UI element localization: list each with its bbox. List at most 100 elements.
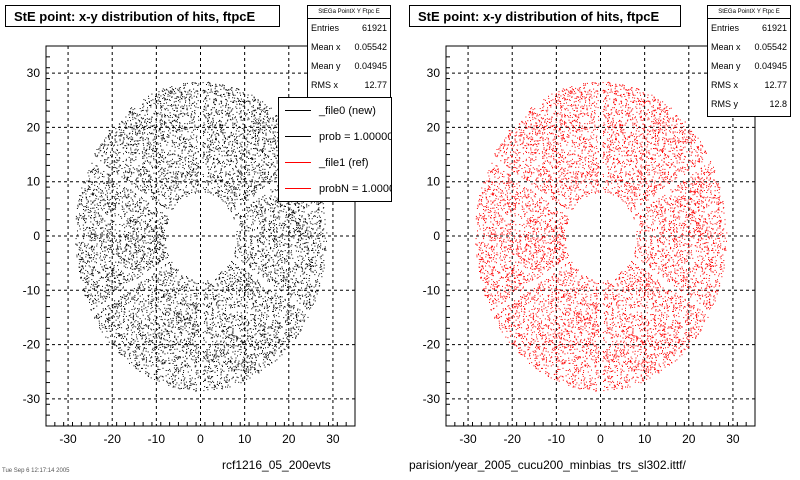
data-point	[263, 241, 265, 243]
data-point	[257, 144, 259, 146]
data-point	[219, 278, 221, 280]
data-point	[75, 215, 77, 217]
data-point	[158, 308, 160, 310]
data-point	[254, 173, 255, 175]
data-point	[100, 145, 102, 146]
data-point	[312, 243, 314, 244]
data-point	[297, 320, 299, 321]
data-point	[157, 360, 159, 362]
data-point	[233, 370, 235, 372]
data-point	[264, 194, 266, 196]
data-point	[179, 279, 181, 281]
data-point	[255, 265, 257, 267]
data-point	[306, 222, 308, 224]
data-point	[280, 250, 282, 252]
data-point	[300, 281, 302, 283]
data-point	[118, 273, 120, 275]
data-point	[205, 97, 206, 99]
data-point	[104, 220, 106, 222]
data-point	[138, 334, 140, 335]
data-point	[301, 294, 303, 296]
data-point	[247, 195, 249, 197]
data-point	[86, 275, 88, 277]
data-point	[287, 313, 289, 315]
data-point	[246, 113, 248, 115]
data-point	[92, 193, 93, 195]
data-point	[231, 332, 233, 334]
data-point	[155, 361, 157, 363]
data-point	[87, 260, 89, 262]
data-point	[177, 104, 179, 106]
data-point	[159, 202, 160, 204]
data-point	[135, 368, 137, 370]
data-point	[150, 155, 152, 157]
data-point	[95, 189, 97, 190]
data-point	[125, 196, 127, 198]
data-point	[179, 303, 181, 305]
data-point	[156, 297, 157, 299]
data-point	[232, 118, 234, 120]
data-point	[270, 131, 271, 133]
data-point	[103, 143, 105, 145]
data-point	[297, 308, 299, 310]
data-point	[115, 271, 117, 273]
data-point	[217, 114, 219, 115]
data-point	[231, 296, 233, 298]
data-point	[113, 275, 115, 277]
data-point	[149, 132, 150, 134]
data-point	[139, 287, 141, 288]
data-point	[192, 324, 194, 326]
data-point	[261, 314, 263, 315]
data-point	[154, 136, 156, 138]
data-point	[214, 165, 216, 167]
data-point	[270, 248, 272, 249]
data-point	[227, 345, 229, 347]
data-point	[209, 351, 211, 353]
data-point	[223, 333, 225, 335]
data-point	[246, 301, 248, 303]
data-point	[170, 318, 172, 320]
data-point	[310, 267, 312, 269]
data-point	[135, 140, 137, 142]
data-point	[157, 96, 159, 98]
data-point	[287, 216, 289, 218]
data-point	[230, 361, 232, 363]
data-point	[262, 353, 264, 355]
data-point	[160, 244, 162, 246]
data-point	[264, 328, 265, 330]
data-point	[262, 243, 264, 245]
data-point	[141, 245, 143, 247]
data-point	[147, 261, 149, 263]
data-point	[152, 300, 154, 301]
data-point	[126, 244, 128, 246]
data-point	[132, 339, 134, 341]
data-point	[235, 119, 237, 121]
data-point	[87, 284, 89, 286]
data-point	[164, 285, 166, 287]
data-point	[181, 174, 183, 176]
data-point	[210, 85, 212, 87]
data-point	[178, 137, 180, 139]
data-point	[284, 258, 285, 259]
data-point	[233, 270, 235, 271]
data-point	[119, 135, 121, 137]
data-point	[114, 139, 116, 141]
data-point	[272, 320, 274, 322]
data-point	[114, 342, 116, 344]
data-point	[136, 261, 138, 263]
data-point	[180, 94, 182, 96]
data-point	[294, 245, 296, 247]
data-point	[270, 195, 272, 197]
data-point	[213, 100, 215, 102]
data-point	[261, 213, 263, 215]
data-point	[235, 158, 237, 160]
data-point	[131, 217, 133, 218]
data-point	[133, 290, 135, 292]
data-point	[276, 280, 278, 282]
data-point	[154, 315, 156, 317]
data-point	[92, 223, 94, 225]
data-point	[170, 122, 172, 124]
data-point	[198, 354, 199, 356]
data-point	[270, 107, 272, 109]
data-point	[83, 273, 85, 275]
